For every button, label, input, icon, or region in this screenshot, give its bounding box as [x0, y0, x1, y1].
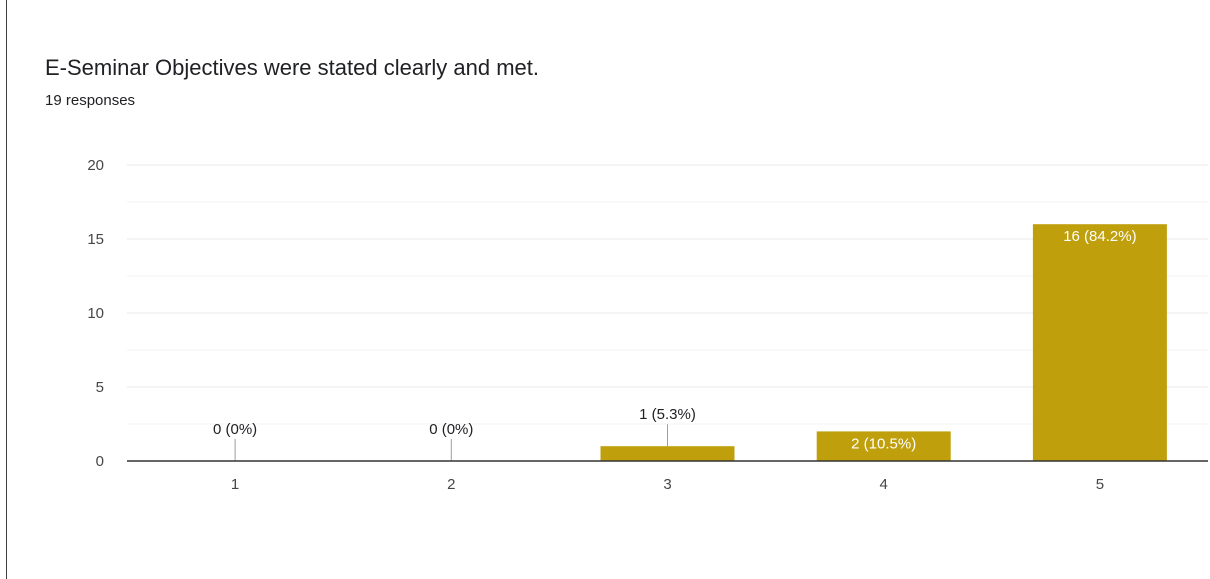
question-title: E-Seminar Objectives were stated clearly… [45, 55, 539, 80]
data-label: 0 (0%) [213, 421, 257, 438]
data-label: 2 (10.5%) [851, 435, 916, 452]
y-tick-label: 15 [87, 231, 104, 248]
x-tick-label: 3 [663, 476, 671, 493]
bar [1032, 224, 1167, 461]
y-tick-label: 0 [96, 453, 104, 470]
x-tick-label: 4 [880, 476, 888, 493]
y-tick-label: 20 [87, 157, 104, 174]
y-tick-label: 5 [96, 379, 104, 396]
bar [600, 446, 735, 461]
data-label: 16 (84.2%) [1063, 228, 1136, 245]
x-tick-label: 1 [231, 476, 239, 493]
data-label: 0 (0%) [429, 421, 473, 438]
y-tick-label: 10 [87, 305, 104, 322]
data-label: 1 (5.3%) [639, 406, 696, 423]
response-count: 19 responses [45, 92, 136, 109]
x-tick-label: 2 [447, 476, 455, 493]
x-tick-label: 5 [1096, 476, 1104, 493]
left-border [6, 0, 7, 579]
bar [816, 431, 951, 461]
